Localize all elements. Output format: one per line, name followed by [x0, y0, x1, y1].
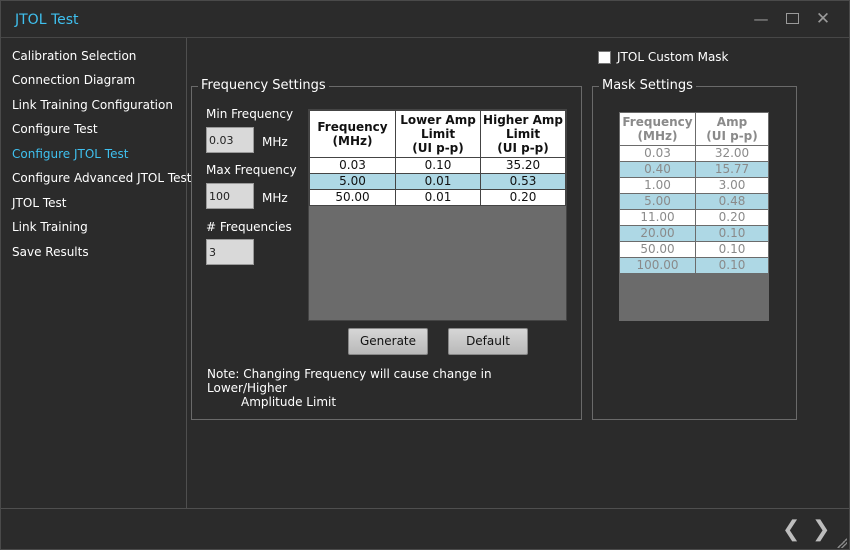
table-row[interactable]: 0.03 0.10 35.20 — [309, 157, 566, 174]
table-cell[interactable]: 0.48 — [695, 193, 769, 210]
table-cell[interactable]: 1.00 — [619, 177, 696, 194]
custom-mask-checkbox[interactable] — [598, 50, 611, 64]
table-cell[interactable]: 0.03 — [619, 145, 696, 162]
table-cell[interactable]: 100.00 — [619, 257, 696, 274]
mask-settings-title: Mask Settings — [599, 78, 696, 93]
sidebar-item-configure-advanced-jtol-test[interactable]: Configure Advanced JTOL Test — [12, 171, 192, 185]
custom-mask-toggle[interactable]: JTOL Custom Mask — [598, 50, 729, 64]
table-row[interactable]: 20.00 0.10 — [619, 225, 769, 242]
max-frequency-unit: MHz — [262, 191, 288, 205]
table-cell[interactable]: 32.00 — [695, 145, 769, 162]
table-cell[interactable]: 11.00 — [619, 209, 696, 226]
table-cell[interactable]: 0.10 — [395, 157, 481, 174]
min-frequency-input[interactable]: 0.03 — [206, 127, 254, 153]
max-frequency-input[interactable]: 100 — [206, 183, 254, 209]
generate-button[interactable]: Generate — [348, 328, 428, 355]
table-header: Frequency (MHz) — [619, 112, 696, 146]
table-row[interactable]: 50.00 0.01 0.20 — [309, 189, 566, 206]
table-cell[interactable]: 0.03 — [309, 157, 396, 174]
footer-bar: ❮ ❯ — [1, 508, 849, 550]
note-line-2: Amplitude Limit — [241, 395, 337, 409]
sidebar-item-link-training[interactable]: Link Training — [12, 220, 88, 234]
table-row[interactable]: 11.00 0.20 — [619, 209, 769, 226]
sidebar-item-jtol-test[interactable]: JTOL Test — [12, 196, 67, 210]
table-cell[interactable]: 50.00 — [619, 241, 696, 258]
mask-settings-group: Mask Settings Frequency (MHz) Amp (UI p-… — [592, 78, 797, 420]
table-row[interactable]: 50.00 0.10 — [619, 241, 769, 258]
sidebar-item-configure-test[interactable]: Configure Test — [12, 122, 98, 136]
frequency-settings-title: Frequency Settings — [198, 78, 329, 93]
table-cell[interactable]: 15.77 — [695, 161, 769, 178]
maximize-icon[interactable] — [782, 9, 802, 29]
table-cell[interactable]: 5.00 — [619, 193, 696, 210]
table-header: Frequency (MHz) — [309, 110, 396, 158]
table-row[interactable]: 1.00 3.00 — [619, 177, 769, 194]
table-cell[interactable]: 0.10 — [695, 241, 769, 258]
custom-mask-label: JTOL Custom Mask — [617, 50, 729, 64]
table-cell[interactable]: 0.01 — [395, 173, 481, 190]
table-cell[interactable]: 5.00 — [309, 173, 396, 190]
table-cell[interactable]: 50.00 — [309, 189, 396, 206]
table-header: Higher Amp Limit (UI p-p) — [480, 110, 566, 158]
sidebar-item-connection-diagram[interactable]: Connection Diagram — [12, 73, 136, 87]
sidebar-item-link-training-configuration[interactable]: Link Training Configuration — [12, 98, 173, 112]
note-line-1: Note: Changing Frequency will cause chan… — [207, 367, 492, 395]
max-frequency-label: Max Frequency — [206, 163, 297, 177]
frequency-table[interactable]: Frequency (MHz) Lower Amp Limit (UI p-p)… — [308, 109, 567, 321]
frequency-note: Note: Changing Frequency will cause chan… — [207, 367, 567, 409]
minimize-icon[interactable]: — — [753, 10, 769, 28]
table-cell[interactable]: 0.10 — [695, 257, 769, 274]
table-cell[interactable]: 20.00 — [619, 225, 696, 242]
table-row[interactable]: 0.03 32.00 — [619, 145, 769, 162]
title-bar: JTOL Test — ✕ — [1, 1, 849, 38]
table-row[interactable]: 5.00 0.01 0.53 — [309, 173, 566, 190]
min-frequency-unit: MHz — [262, 135, 288, 149]
table-cell[interactable]: 3.00 — [695, 177, 769, 194]
default-button[interactable]: Default — [448, 328, 528, 355]
num-frequencies-label: # Frequencies — [206, 220, 292, 234]
window-title: JTOL Test — [15, 12, 79, 28]
close-icon[interactable]: ✕ — [815, 9, 831, 29]
table-header: Amp (UI p-p) — [695, 112, 769, 146]
frequency-settings-group: Frequency Settings Min Frequency 0.03 MH… — [191, 78, 582, 420]
num-frequencies-input[interactable]: 3 — [206, 239, 254, 265]
chevron-left-icon[interactable]: ❮ — [782, 517, 801, 542]
chevron-right-icon[interactable]: ❯ — [812, 517, 831, 542]
table-cell[interactable]: 0.53 — [480, 173, 566, 190]
table-row[interactable]: 100.00 0.10 — [619, 257, 769, 274]
table-cell[interactable]: 0.20 — [480, 189, 566, 206]
table-row[interactable]: 0.40 15.77 — [619, 161, 769, 178]
main-content: JTOL Custom Mask Frequency Settings Min … — [187, 38, 849, 508]
sidebar: Calibration Selection Connection Diagram… — [1, 38, 192, 508]
table-cell[interactable]: 35.20 — [480, 157, 566, 174]
sidebar-item-calibration-selection[interactable]: Calibration Selection — [12, 49, 137, 63]
table-cell[interactable]: 0.40 — [619, 161, 696, 178]
table-cell[interactable]: 0.20 — [695, 209, 769, 226]
resize-grip-icon[interactable] — [837, 538, 847, 548]
table-cell[interactable]: 0.01 — [395, 189, 481, 206]
sidebar-item-configure-jtol-test[interactable]: Configure JTOL Test — [12, 147, 129, 161]
min-frequency-label: Min Frequency — [206, 107, 294, 121]
table-cell[interactable]: 0.10 — [695, 225, 769, 242]
table-header: Lower Amp Limit (UI p-p) — [395, 110, 481, 158]
sidebar-item-save-results[interactable]: Save Results — [12, 245, 89, 259]
table-row[interactable]: 5.00 0.48 — [619, 193, 769, 210]
mask-table[interactable]: Frequency (MHz) Amp (UI p-p) 0.03 32.00 … — [619, 112, 769, 321]
